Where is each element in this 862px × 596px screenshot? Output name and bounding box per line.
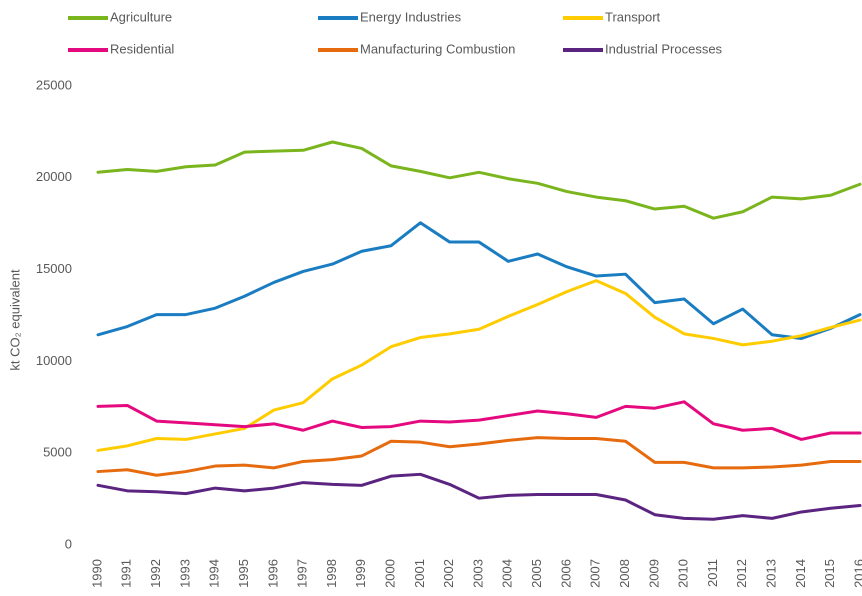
legend-label: Industrial Processes xyxy=(605,41,723,56)
x-tick-label: 2014 xyxy=(793,559,808,588)
x-tick-label: 2003 xyxy=(470,559,485,588)
x-tick-label: 1994 xyxy=(207,559,222,588)
x-tick-label: 2008 xyxy=(617,559,632,588)
legend-label: Transport xyxy=(605,9,661,24)
x-tick-label: 2012 xyxy=(734,559,749,588)
x-tick-label: 1990 xyxy=(89,559,104,588)
legend-label: Residential xyxy=(110,41,174,56)
x-tick-label: 2006 xyxy=(558,559,573,588)
series-line xyxy=(96,436,862,477)
x-tick-label: 2002 xyxy=(441,559,456,588)
x-tick-label: 2000 xyxy=(383,559,398,588)
x-tick-label: 1996 xyxy=(265,559,280,588)
x-tick-label: 2010 xyxy=(676,559,691,588)
series-line xyxy=(96,472,862,521)
x-tick-label: 2013 xyxy=(764,559,779,588)
y-tick-label: 0 xyxy=(65,536,72,551)
x-tick-label: 1993 xyxy=(177,559,192,588)
y-axis-label: kt CO₂ equivalent xyxy=(7,269,22,371)
legend-label: Energy Industries xyxy=(360,9,462,24)
series-line xyxy=(96,221,862,340)
series-line xyxy=(96,140,862,220)
x-tick-label: 2016 xyxy=(851,559,862,588)
legend-label: Manufacturing Combustion xyxy=(360,41,515,56)
x-tick-label: 2005 xyxy=(529,559,544,588)
x-tick-label: 1995 xyxy=(236,559,251,588)
x-tick-label: 2007 xyxy=(588,559,603,588)
series-line xyxy=(96,400,862,441)
y-tick-label: 5000 xyxy=(43,445,72,460)
y-tick-label: 20000 xyxy=(36,169,72,184)
x-tick-label: 2015 xyxy=(822,559,837,588)
x-tick-label: 2009 xyxy=(646,559,661,588)
x-tick-label: 2001 xyxy=(412,559,427,588)
x-tick-label: 1998 xyxy=(324,559,339,588)
x-tick-label: 1992 xyxy=(148,559,163,588)
y-tick-label: 10000 xyxy=(36,353,72,368)
x-tick-label: 2004 xyxy=(500,559,515,588)
legend-label: Agriculture xyxy=(110,9,172,24)
series-line xyxy=(96,279,862,452)
y-tick-label: 25000 xyxy=(36,77,72,92)
x-tick-label: 1997 xyxy=(295,559,310,588)
x-tick-label: 1991 xyxy=(119,559,134,588)
x-tick-label: 1999 xyxy=(353,559,368,588)
y-tick-label: 15000 xyxy=(36,261,72,276)
x-tick-label: 2011 xyxy=(705,559,720,587)
